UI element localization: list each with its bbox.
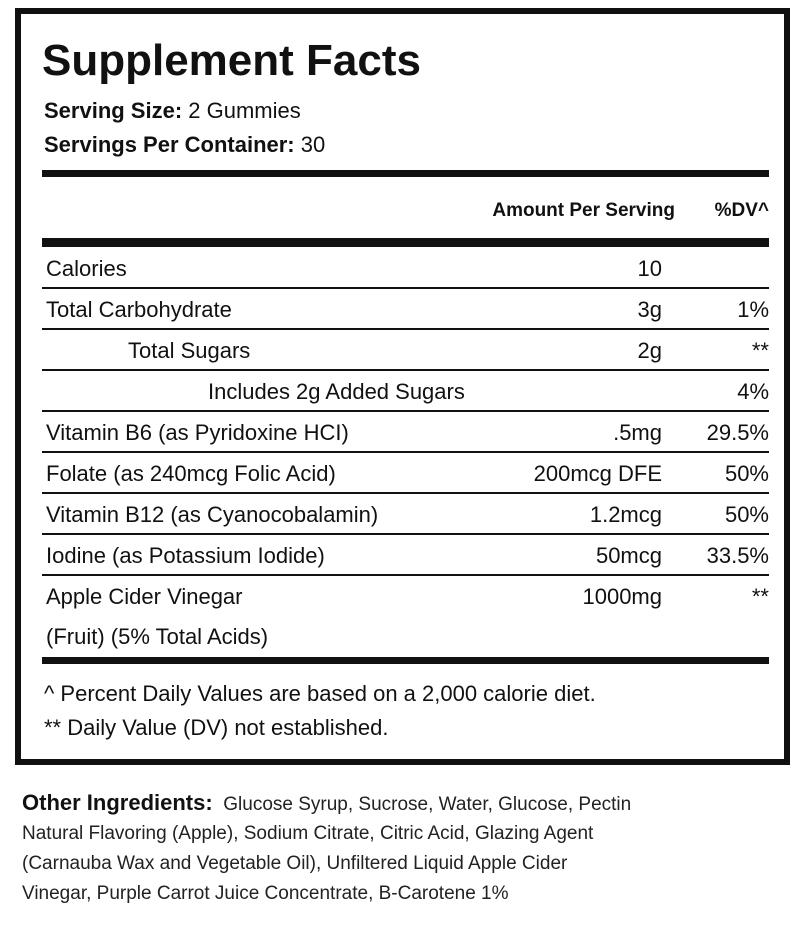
nutrient-name: Total Carbohydrate <box>46 297 232 322</box>
footnote: ^ Percent Daily Values are based on a 2,… <box>44 681 596 706</box>
rule <box>42 238 769 247</box>
nutrient-name: Includes 2g Added Sugars <box>208 379 465 404</box>
ingredients-line: Natural Flavoring (Apple), Sodium Citrat… <box>22 823 594 844</box>
ingredients-line: (Carnauba Wax and Vegetable Oil), Unfilt… <box>22 853 568 874</box>
nutrient-row: Apple Cider Vinegar (Fruit) (5% Total Aci… <box>42 576 769 656</box>
col-dv: %DV^ <box>714 200 769 221</box>
daily-value: 50% <box>724 502 769 527</box>
nutrient-name: Vitamin B12 (as Cyanocobalamin) <box>46 502 379 527</box>
amount: 50mcg <box>595 543 662 568</box>
nutrient-name: Calories <box>46 256 127 281</box>
amount: 1.2mcg <box>589 502 662 527</box>
nutrient-name: Vitamin B6 (as Pyridoxine HCI) <box>46 420 349 445</box>
amount: .5mg <box>613 420 662 445</box>
nutrient-row: Calories 10 <box>42 248 769 289</box>
nutrient-row: Vitamin B12 (as Cyanocobalamin) 1.2mcg 50% <box>42 494 769 535</box>
daily-value: 4% <box>737 379 769 404</box>
amount: 10 <box>637 256 662 281</box>
nutrient-row: Includes 2g Added Sugars 4% <box>42 371 769 412</box>
rule <box>42 657 769 664</box>
text: Glucose Syrup, Sucrose, Water, Glucose, … <box>223 794 632 815</box>
daily-value: 1% <box>737 297 769 322</box>
label: Serving Size: <box>44 98 183 123</box>
value: 30 <box>300 132 326 157</box>
daily-value: 33.5% <box>706 543 769 568</box>
serving-size: Serving Size: 2 Gummies <box>44 98 301 124</box>
daily-value: ** <box>751 338 769 363</box>
nutrient-name: Iodine (as Potassium Iodide) <box>46 543 325 568</box>
amount: 1000mg <box>582 584 662 609</box>
amount: 3g <box>637 297 662 322</box>
label: Servings Per Container: <box>44 132 295 157</box>
nutrient-name: Total Sugars <box>128 338 251 363</box>
nutrient-name: Folate (as 240mcg Folic Acid) <box>46 461 336 486</box>
daily-value: ** <box>751 584 769 609</box>
nutrient-row: Vitamin B6 (as Pyridoxine HCI) .5mg 29.5% <box>42 412 769 453</box>
daily-value: 50% <box>724 461 769 486</box>
other-ingredients: Other Ingredients: Glucose Syrup, Sucros… <box>22 790 631 816</box>
footnote: ** Daily Value (DV) not established. <box>44 715 389 740</box>
nutrient-row: Iodine (as Potassium Iodide) 50mcg 33.5% <box>42 535 769 576</box>
value: 2 Gummies <box>188 98 301 123</box>
nutrient-name: Apple Cider Vinegar <box>46 584 243 609</box>
amount: 2g <box>637 338 662 363</box>
amount: 200mcg DFE <box>533 461 662 486</box>
nutrient-row: Total Sugars 2g ** <box>42 330 769 371</box>
col-amount: Amount Per Serving <box>492 200 675 221</box>
nutrient-row: Folate (as 240mcg Folic Acid) 200mcg DFE 5… <box>42 453 769 494</box>
label-box <box>15 8 790 765</box>
label: Other Ingredients: <box>22 790 213 815</box>
nutrient-row: Total Carbohydrate 3g 1% <box>42 289 769 330</box>
nutrient-name: (Fruit) (5% Total Acids) <box>46 624 269 649</box>
rule <box>42 170 769 177</box>
ingredients-line: Vinegar, Purple Carrot Juice Concentrate… <box>22 883 509 904</box>
daily-value: 29.5% <box>706 420 769 445</box>
servings: Servings Per Container: 30 <box>44 132 325 158</box>
title: Supplement Facts <box>42 36 421 85</box>
